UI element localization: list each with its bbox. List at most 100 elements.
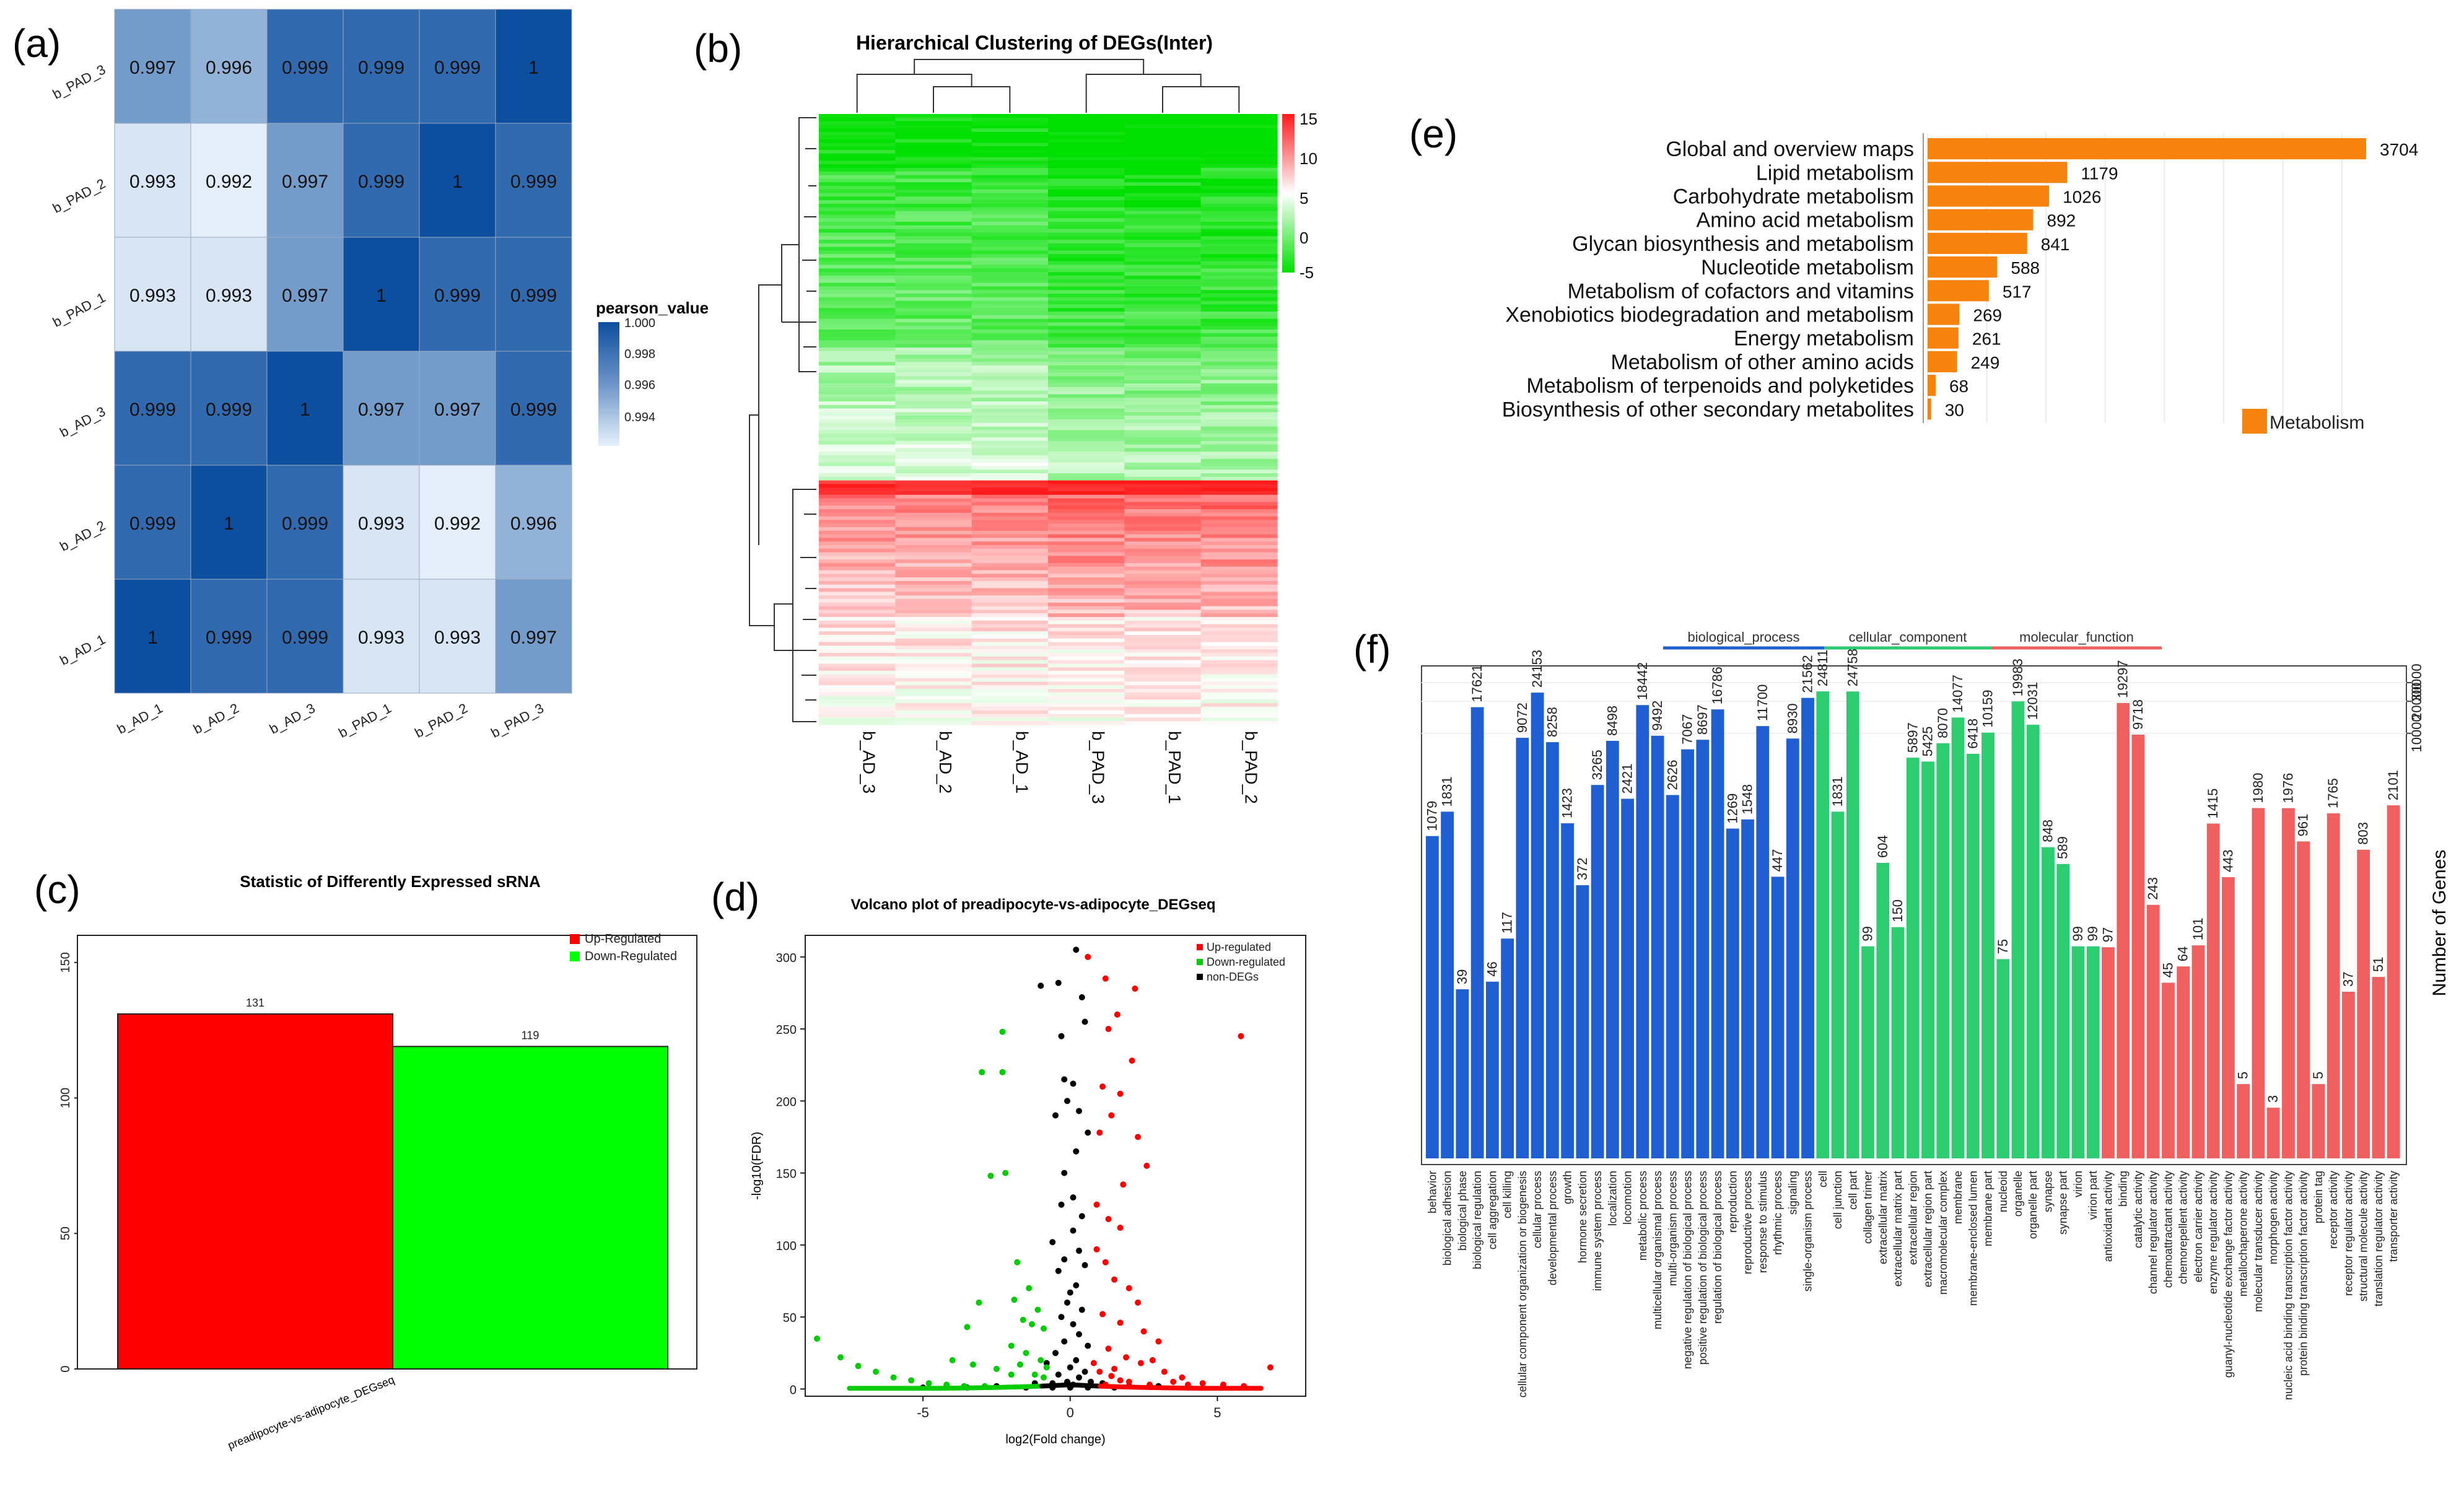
go-bar-value: 1976 (2280, 773, 2296, 803)
heatmap-cell-value: 0.999 (510, 172, 557, 192)
gene-cell (1048, 462, 1125, 466)
x-axis-label: log2(Fold change) (1005, 1433, 1105, 1446)
gene-cell (819, 541, 896, 546)
go-bar-value: 17621 (1469, 664, 1485, 702)
gene-cell (1200, 656, 1278, 661)
gene-cell (971, 610, 1049, 614)
gene-cell (895, 577, 972, 582)
gene-cell (1048, 563, 1125, 567)
legend-swatch (570, 934, 580, 944)
gene-cell (1048, 703, 1125, 707)
gene-cell (1200, 330, 1278, 334)
gene-cell (895, 114, 972, 118)
volcano-point (1031, 1371, 1038, 1378)
gene-cell (895, 401, 972, 406)
kegg-category-label: Energy metabolism (1734, 327, 1914, 351)
gene-cell (1124, 128, 1202, 133)
go-bar (2297, 841, 2310, 1158)
gene-cell (1124, 645, 1202, 650)
gene-cell (971, 660, 1049, 664)
gene-cell (1048, 710, 1125, 715)
volcano-point (1028, 1321, 1035, 1327)
gene-cell (971, 186, 1049, 190)
gene-cell (895, 387, 972, 391)
gene-cell (1124, 240, 1202, 244)
gene-cell (895, 617, 972, 621)
gene-cell (1124, 351, 1202, 356)
volcano-point (1052, 1112, 1059, 1119)
go-bar-value: 372 (1575, 857, 1590, 880)
volcano-point (1179, 1374, 1186, 1381)
gene-cell (895, 512, 972, 517)
gene-cell (1200, 440, 1278, 445)
volcano-point (1076, 1331, 1083, 1338)
gene-cell (1124, 178, 1202, 183)
gene-cell (1048, 613, 1125, 618)
gene-cell (1200, 458, 1278, 463)
gene-cell (1048, 663, 1125, 668)
gene-cell (1124, 135, 1202, 140)
gene-cell (1048, 487, 1125, 492)
gene-cell (1200, 581, 1278, 585)
gene-cell (895, 671, 972, 675)
gene-cell (1200, 559, 1278, 564)
gene-cell (1200, 383, 1278, 388)
gene-cell (1048, 336, 1125, 341)
gene-cell (895, 358, 972, 362)
gene-cell (1124, 710, 1202, 715)
volcano-point (1114, 1011, 1121, 1018)
heatmap-cell (343, 579, 420, 694)
gene-cell (971, 164, 1049, 168)
gene-cell (1200, 222, 1278, 226)
gene-cell (819, 548, 896, 553)
heatmap-column-label: b_PAD_2 (412, 700, 470, 741)
gene-cell (971, 240, 1049, 244)
gene-cell (1200, 398, 1278, 402)
go-term-label: extracellular region part (1922, 1171, 1934, 1287)
volcano-point (1120, 1181, 1127, 1188)
gene-cell (1124, 494, 1202, 499)
gene-cell (971, 466, 1049, 470)
volcano-point (1067, 1289, 1073, 1296)
gene-cell (1048, 326, 1125, 330)
gene-cell (895, 642, 972, 646)
heatmap-cell-value: 0.997 (129, 58, 176, 78)
gene-cell (895, 588, 972, 592)
gene-cell (895, 404, 972, 409)
gene-cell (971, 135, 1049, 140)
go-term-label: cell part (1846, 1171, 1859, 1210)
gene-cell (895, 462, 972, 466)
heatmap-cell-value: 0.996 (206, 58, 252, 78)
gene-cell (971, 225, 1049, 230)
gene-cell (1048, 340, 1125, 344)
gene-cell (819, 121, 896, 125)
gene-cell (1200, 189, 1278, 194)
go-term-label: protein tag (2312, 1171, 2325, 1223)
gene-cell (1124, 613, 1202, 618)
gene-cell (819, 315, 896, 320)
gene-cell (1200, 595, 1278, 600)
gene-cell (819, 656, 896, 661)
gene-cell (895, 440, 972, 445)
gene-cell (819, 470, 896, 474)
heatmap-cell-value: 0.993 (129, 286, 176, 306)
gene-cell (1124, 419, 1202, 424)
gene-cell (819, 300, 896, 305)
gene-cell (1200, 635, 1278, 639)
gene-cell (971, 358, 1049, 362)
gene-cell (971, 548, 1049, 553)
gene-cell (1124, 376, 1202, 380)
gene-cell (819, 186, 896, 190)
go-bar (2191, 945, 2205, 1158)
heatmap-cell-value: 0.997 (434, 400, 481, 420)
gene-cell (819, 721, 896, 725)
gene-cell (1124, 584, 1202, 589)
gene-cell (819, 509, 896, 514)
gene-cell (1124, 196, 1202, 201)
volcano-point (1064, 1098, 1071, 1104)
go-bar (2222, 877, 2235, 1158)
gene-cell (1200, 282, 1278, 287)
gene-cell (1048, 627, 1125, 632)
kegg-bar (1928, 256, 1998, 278)
